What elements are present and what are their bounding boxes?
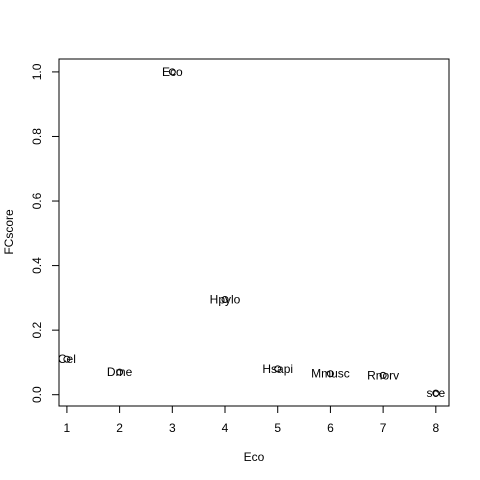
data-point: [221, 295, 229, 303]
x-tick-label: 7: [380, 421, 387, 435]
data-label: Dme: [107, 365, 133, 379]
data-label: Cel: [58, 352, 76, 366]
x-axis-title: Eco: [244, 450, 265, 464]
y-tick-label: 0.2: [30, 321, 44, 338]
data-point: [116, 368, 124, 376]
x-tick-label: 8: [432, 421, 439, 435]
data-point: [432, 389, 440, 397]
x-tick-label: 5: [274, 421, 281, 435]
x-axis: 1 2 3 4 5 6 7 8: [64, 405, 439, 435]
y-tick-label: 1.0: [30, 63, 44, 80]
data-label: Rnorv: [367, 368, 399, 382]
x-tick-label: 2: [116, 421, 123, 435]
data-label: Mmusc: [311, 367, 350, 381]
data-label: sce: [426, 386, 445, 400]
y-tick-label: 0.6: [30, 192, 44, 209]
data-point: [274, 365, 282, 373]
y-axis-title: FCscore: [2, 209, 16, 255]
x-tick-label: 6: [327, 421, 334, 435]
data-point: [63, 355, 71, 363]
plot-frame: [58, 58, 450, 407]
data-point: [379, 371, 387, 379]
y-tick-label: 0.8: [30, 128, 44, 145]
data-point: [168, 68, 176, 76]
data-label: Hsapi: [262, 362, 293, 376]
data-points: Cel Dme Eco Hpylo Hsapi Mmusc Rnorv sce: [58, 65, 446, 400]
x-tick-label: 3: [169, 421, 176, 435]
x-tick-label: 1: [64, 421, 71, 435]
y-tick-label: 0.4: [30, 257, 44, 274]
y-tick-label: 0.0: [30, 386, 44, 403]
data-point: [326, 370, 334, 378]
y-axis: 0.0 0.2 0.4 0.6 0.8 1.0: [30, 63, 60, 403]
data-label: Hpylo: [210, 292, 241, 306]
x-tick-label: 4: [222, 421, 229, 435]
data-label: Eco: [162, 65, 183, 79]
